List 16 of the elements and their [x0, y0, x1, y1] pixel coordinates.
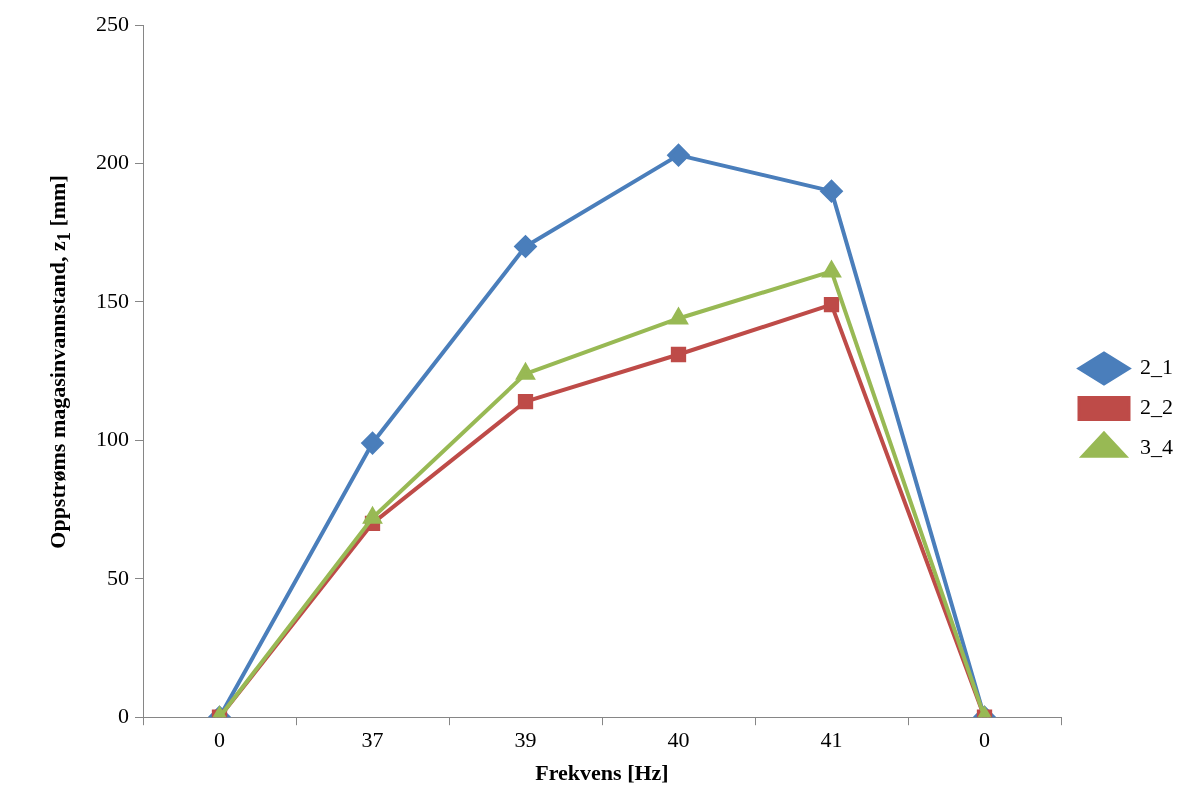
legend-label: 2_2: [1140, 394, 1173, 420]
y-tick-label: 0: [118, 702, 129, 728]
legend-label: 2_1: [1140, 354, 1173, 380]
x-tick-label: 0: [979, 727, 990, 753]
x-axis-title: Frekvens [Hz]: [535, 760, 669, 786]
x-tick-label: 41: [820, 727, 843, 753]
y-tick-label: 200: [96, 149, 129, 175]
y-tick-label: 150: [96, 287, 129, 313]
y-tick-label: 100: [96, 426, 129, 452]
y-tick-label: 250: [96, 10, 129, 36]
x-tick-label: 37: [361, 727, 384, 753]
x-tick-label: 40: [667, 727, 690, 753]
y-tick-label: 50: [107, 564, 129, 590]
x-tick-label: 39: [514, 727, 537, 753]
legend-label: 3_4: [1140, 434, 1173, 460]
x-tick-label: 0: [214, 727, 225, 753]
